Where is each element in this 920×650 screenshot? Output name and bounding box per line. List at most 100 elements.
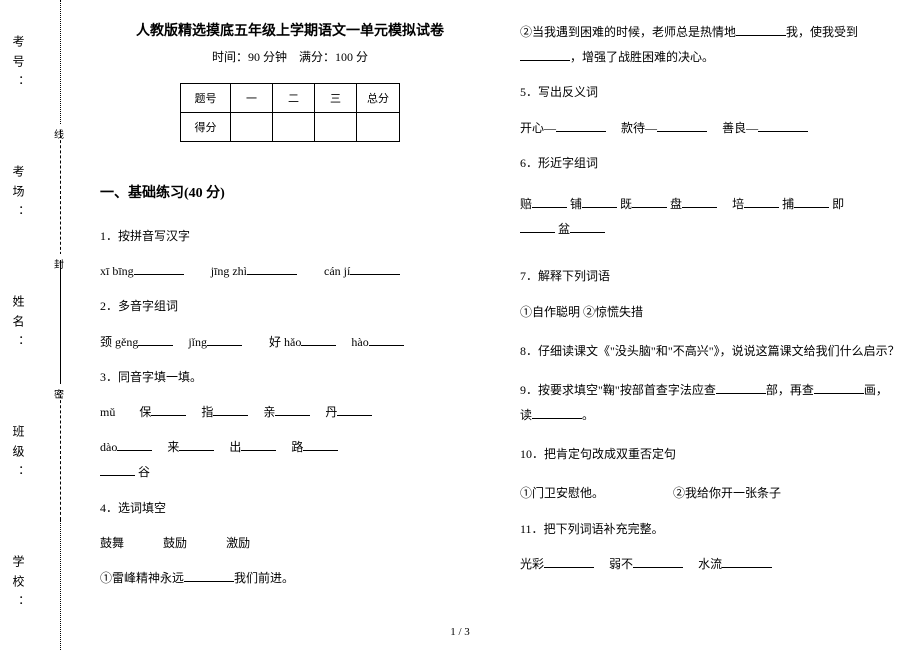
td-blank (231, 113, 273, 142)
td-blank (357, 113, 400, 142)
q6-c8: 盆 (558, 222, 570, 236)
binding-seg-3: 姓名： 封 (0, 260, 80, 390)
blank (138, 332, 173, 346)
binding-label-5: 考号： (10, 35, 27, 95)
q6: 6．形近字组词 (520, 151, 900, 176)
q3-l2-0: dào (100, 440, 117, 454)
binding-label-4: 考场： (10, 165, 27, 225)
section-1-heading: 一、基础练习(40 分) (100, 182, 480, 202)
marker-line: 线 (54, 124, 64, 143)
binding-seg-1: 学校： (0, 520, 80, 650)
q6-c3: 既 (620, 197, 632, 211)
q4-s2-post: ，增强了战胜困难的决心。 (570, 50, 714, 64)
th-num: 题号 (181, 84, 231, 113)
q1-num: 1． (100, 229, 118, 243)
q2-i1: 颈 gěng (100, 335, 138, 349)
column-right: ②当我遇到困难的时候，老师总是热情地 我，使我受到 ，增强了战胜困难的决心。 5．写… (520, 20, 900, 601)
blank (520, 47, 570, 61)
q2-i4: hào (351, 335, 368, 349)
q3-l1-1: 指 (201, 405, 213, 419)
q9-pre: 按要求填空"鞠"按部首查字法应查 (538, 383, 716, 397)
q3-l1-3: 丹 (325, 405, 337, 419)
q9-post1: 画， (864, 383, 888, 397)
q6-c6: 捕 (782, 197, 794, 211)
blank (657, 118, 707, 132)
blank (241, 437, 276, 451)
blank (814, 380, 864, 394)
content-area: 人教版精选摸底五年级上学期语文一单元模拟试卷 时间：90 分钟 满分：100 分… (100, 20, 900, 601)
th-total: 总分 (357, 84, 400, 113)
blank (633, 554, 683, 568)
q10-text: 把肯定句改成双重否定句 (544, 447, 676, 461)
q10: 10．把肯定句改成双重否定句 (520, 442, 900, 467)
q8-text: 仔细读课文《"没头脑"和"不高兴"》，说说这篇课文给我们什么启示？ (538, 344, 900, 358)
q5-text: 写出反义词 (538, 85, 598, 99)
paper-title: 人教版精选摸底五年级上学期语文一单元模拟试卷 (100, 20, 480, 40)
q11-i2: 弱不 (609, 557, 633, 571)
q3-text: 同音字填一填。 (118, 370, 202, 384)
blank (247, 261, 297, 275)
q4-s2-mid: 我，使我受到 (786, 25, 858, 39)
q2-items: 颈 gěng jǐng 好 hǎo hào (100, 330, 480, 355)
binding-label-3: 姓名： (10, 295, 27, 355)
q3-line1: mǔ 保 指 亲 丹 (100, 400, 480, 425)
binding-seg-5: 考号： (0, 0, 80, 130)
q10-s2: ②我给你开一张条子 (673, 486, 781, 500)
page-number: 1 / 3 (450, 626, 470, 638)
blank (532, 194, 567, 208)
q3-l1-2: 亲 (263, 405, 275, 419)
q2-i2: jǐng (188, 335, 207, 349)
blank (632, 194, 667, 208)
q4-s1: ①雷峰精神永远我们前进。 (100, 566, 480, 591)
q9-num: 9． (520, 383, 538, 397)
blank (369, 332, 404, 346)
blank (722, 554, 772, 568)
q5-i2: 款待— (621, 121, 657, 135)
pinyin-2: jīng zhì (211, 264, 247, 278)
th-3: 三 (315, 84, 357, 113)
blank (716, 380, 766, 394)
q6-c2: 铺 (570, 197, 582, 211)
table-row: 得分 (181, 113, 400, 142)
binding-seg-2: 班级： 密 (0, 390, 80, 520)
q11: 11．把下列词语补充完整。 (520, 517, 900, 542)
q1-text: 按拼音写汉字 (118, 229, 190, 243)
q11-items: 光彩 弱不 水流 (520, 552, 900, 577)
q4: 4．选词填空 (100, 496, 480, 521)
q3: 3．同音字填一填。 (100, 365, 480, 390)
blank (207, 332, 242, 346)
q4-s1-post: 我们前进。 (234, 571, 294, 585)
q5-i3: 善良— (722, 121, 758, 135)
q3-l2-3: 路 (291, 440, 303, 454)
blank (337, 402, 372, 416)
q1: 1．按拼音写汉字 (100, 224, 480, 249)
blank (275, 402, 310, 416)
q4-s2-pre: ②当我遇到困难的时候，老师总是热情地 (520, 25, 736, 39)
binding-label-2: 班级： (10, 425, 27, 485)
td-score-label: 得分 (181, 113, 231, 142)
td-blank (273, 113, 315, 142)
blank (184, 568, 234, 582)
blank (213, 402, 248, 416)
q7-num: 7． (520, 269, 538, 283)
score-table: 题号 一 二 三 总分 得分 (180, 83, 400, 142)
q4-w1: 鼓舞 (100, 536, 124, 550)
blank (736, 22, 786, 36)
q3-l2-4: 谷 (138, 465, 150, 479)
q2-num: 2． (100, 299, 118, 313)
q9-post2: 读 (520, 408, 532, 422)
q5-i1: 开心— (520, 121, 556, 135)
pinyin-3: cán jí (324, 264, 350, 278)
blank (794, 194, 829, 208)
q4-words: 鼓舞 鼓励 激励 (100, 531, 480, 556)
table-row: 题号 一 二 三 总分 (181, 84, 400, 113)
blank (556, 118, 606, 132)
q6-c7: 即 (832, 197, 844, 211)
q6-c4: 盘 (670, 197, 682, 211)
q11-i1: 光彩 (520, 557, 544, 571)
q5-items: 开心— 款待— 善良— (520, 116, 900, 141)
q9-end: 。 (582, 408, 594, 422)
q5: 5．写出反义词 (520, 80, 900, 105)
q3-line2: dào 来 出 路 谷 (100, 435, 480, 485)
q2-text: 多音字组词 (118, 299, 178, 313)
